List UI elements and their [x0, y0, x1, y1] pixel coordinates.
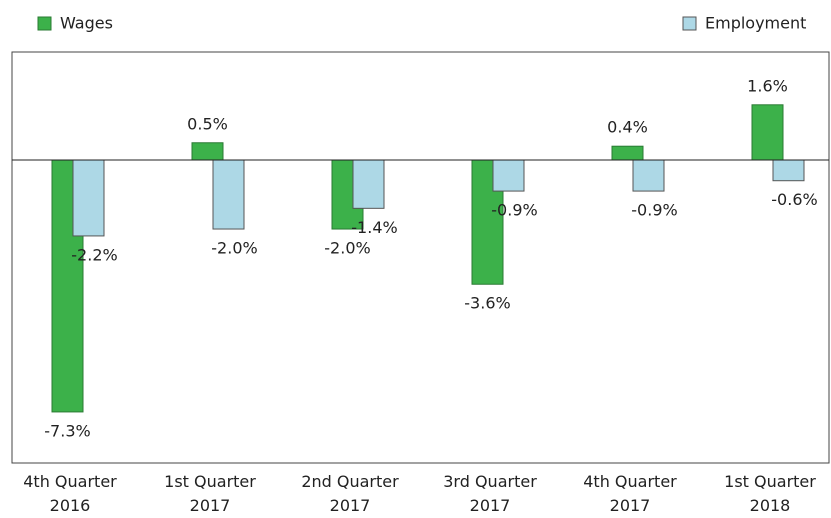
- data-label: 0.5%: [187, 114, 228, 133]
- data-label: 1.6%: [747, 76, 788, 95]
- data-label: -0.6%: [771, 190, 817, 209]
- legend-label: Employment: [705, 14, 806, 33]
- data-label: -2.2%: [71, 245, 117, 264]
- legend-swatch: [37, 16, 52, 31]
- bar: [632, 159, 665, 192]
- legend-label: Wages: [60, 14, 113, 33]
- x-tick-label: 1st Quarter 2017: [164, 472, 256, 515]
- data-label: 0.4%: [607, 118, 648, 137]
- bar: [352, 159, 385, 209]
- bar: [611, 145, 644, 161]
- plot-frame: [11, 51, 830, 464]
- data-label: -2.0%: [324, 239, 370, 258]
- bar: [492, 159, 525, 192]
- x-tick-label: 1st Quarter 2018: [724, 472, 816, 515]
- bar: [751, 104, 784, 161]
- data-label: -0.9%: [631, 201, 677, 220]
- data-label: -3.6%: [464, 294, 510, 313]
- x-tick-label: 3rd Quarter 2017: [443, 472, 537, 515]
- bar: [191, 142, 224, 161]
- legend-swatch: [682, 16, 697, 31]
- data-label: -1.4%: [351, 218, 397, 237]
- data-label: -7.3%: [44, 421, 90, 440]
- x-tick-label: 4th Quarter 2017: [583, 472, 677, 515]
- x-tick-label: 2nd Quarter 2017: [301, 472, 399, 515]
- bar: [212, 159, 245, 230]
- bar: [72, 159, 105, 237]
- data-label: -2.0%: [211, 239, 257, 258]
- x-tick-label: 4th Quarter 2016: [23, 472, 117, 515]
- data-label: -0.9%: [491, 201, 537, 220]
- bar: [772, 159, 805, 182]
